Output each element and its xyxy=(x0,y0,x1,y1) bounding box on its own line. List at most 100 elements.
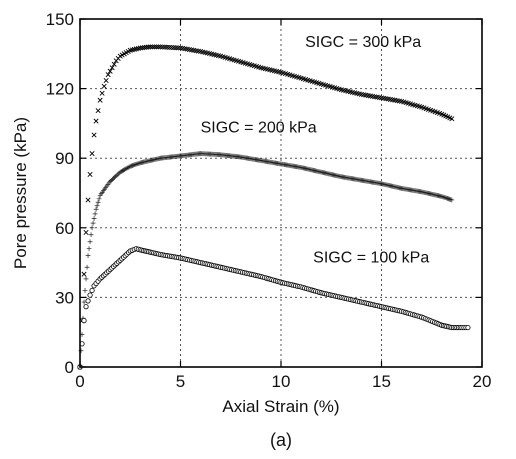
data-point xyxy=(86,246,92,252)
data-point xyxy=(448,197,454,202)
data-point xyxy=(442,195,448,201)
annotations: SIGC = 300 kPa SIGC = 200 kPa SIGC = 100 k… xyxy=(201,34,430,267)
data-point xyxy=(111,175,116,181)
y-tick-label: 30 xyxy=(55,288,74,307)
data-point xyxy=(90,220,96,226)
data-point xyxy=(131,162,136,168)
data-point xyxy=(139,45,145,51)
series-3 xyxy=(77,246,471,370)
data-point xyxy=(143,44,149,50)
data-point xyxy=(132,162,138,168)
data-point xyxy=(130,163,135,168)
data-point xyxy=(95,108,101,114)
data-point xyxy=(145,44,151,50)
y-tick-label: 120 xyxy=(46,80,74,99)
y-tick-label: 60 xyxy=(55,219,74,238)
data-point xyxy=(87,171,93,177)
data-point xyxy=(108,177,114,183)
data-point xyxy=(115,171,121,177)
data-point xyxy=(111,61,117,67)
data-point xyxy=(85,253,91,259)
data-point xyxy=(109,176,115,182)
data-point xyxy=(107,179,113,184)
data-point xyxy=(88,232,94,238)
data-point xyxy=(112,174,118,180)
data-point xyxy=(153,44,159,50)
data-point xyxy=(87,239,93,245)
series-1 xyxy=(77,44,455,370)
data-point xyxy=(94,203,100,209)
data-point xyxy=(85,298,91,304)
data-point xyxy=(99,90,105,96)
data-point xyxy=(89,287,95,294)
series-2 xyxy=(77,151,455,370)
data-point xyxy=(83,229,89,235)
x-axis-label: Axial Strain (%) xyxy=(222,397,339,416)
data-point xyxy=(465,324,471,331)
data-point xyxy=(93,118,99,124)
data-point xyxy=(96,196,102,202)
data-point xyxy=(89,225,95,231)
data-point xyxy=(83,276,89,282)
data-point xyxy=(105,72,111,78)
data-point xyxy=(151,44,157,50)
data-point xyxy=(84,264,90,270)
data-point xyxy=(89,151,95,157)
x-tick-label: 5 xyxy=(176,372,185,391)
data-point xyxy=(83,304,89,310)
data-point xyxy=(85,197,91,203)
data-point xyxy=(135,161,141,167)
x-tick-label: 10 xyxy=(272,372,291,391)
data-point xyxy=(91,216,97,221)
data-point xyxy=(137,45,143,51)
series-annotation: SIGC = 100 kPa xyxy=(313,250,429,267)
data-point xyxy=(441,194,447,200)
data-point xyxy=(136,160,142,166)
data-point xyxy=(449,197,455,203)
data-point xyxy=(92,211,98,217)
data-point xyxy=(95,199,101,205)
data-point xyxy=(141,45,147,51)
x-tick-label: 20 xyxy=(473,372,492,391)
data-point xyxy=(447,196,453,202)
series-annotation: SIGC = 200 kPa xyxy=(201,120,317,137)
data-point xyxy=(109,65,115,71)
x-tick-label: 15 xyxy=(372,372,391,391)
data-point xyxy=(114,172,120,178)
data-point xyxy=(81,271,87,277)
data-point xyxy=(443,195,449,201)
data-point xyxy=(82,288,88,293)
y-tick-label: 0 xyxy=(65,358,74,377)
data-point xyxy=(133,161,139,167)
data-point xyxy=(107,68,113,74)
data-point xyxy=(147,44,153,50)
data-point xyxy=(449,116,455,122)
data-point xyxy=(91,132,97,138)
y-tick-label: 90 xyxy=(55,149,74,168)
data-point xyxy=(155,44,161,50)
data-point xyxy=(446,196,451,202)
data-point xyxy=(97,97,103,103)
axis-ticks: 0 5 10 15 20 0 30 60 90 120 150 xyxy=(46,10,492,391)
data-point xyxy=(439,194,445,199)
x-tick-label: 0 xyxy=(75,372,84,391)
data-point xyxy=(440,194,446,200)
data-point xyxy=(444,196,450,201)
series-annotation: SIGC = 300 kPa xyxy=(305,34,421,51)
data-point xyxy=(101,83,107,89)
y-axis-label: Pore pressure (kPa) xyxy=(11,117,30,269)
y-tick-label: 150 xyxy=(46,10,74,29)
data-point xyxy=(134,161,140,167)
figure-caption: (a) xyxy=(270,430,292,450)
data-point xyxy=(113,173,119,179)
data-point xyxy=(126,164,132,170)
data-point xyxy=(81,317,87,324)
data-point xyxy=(93,206,99,212)
data-point xyxy=(81,299,87,305)
data-point xyxy=(149,44,155,50)
data-point xyxy=(87,292,93,298)
data-point xyxy=(127,163,133,169)
data-point xyxy=(128,163,134,169)
series-layer xyxy=(77,44,471,370)
